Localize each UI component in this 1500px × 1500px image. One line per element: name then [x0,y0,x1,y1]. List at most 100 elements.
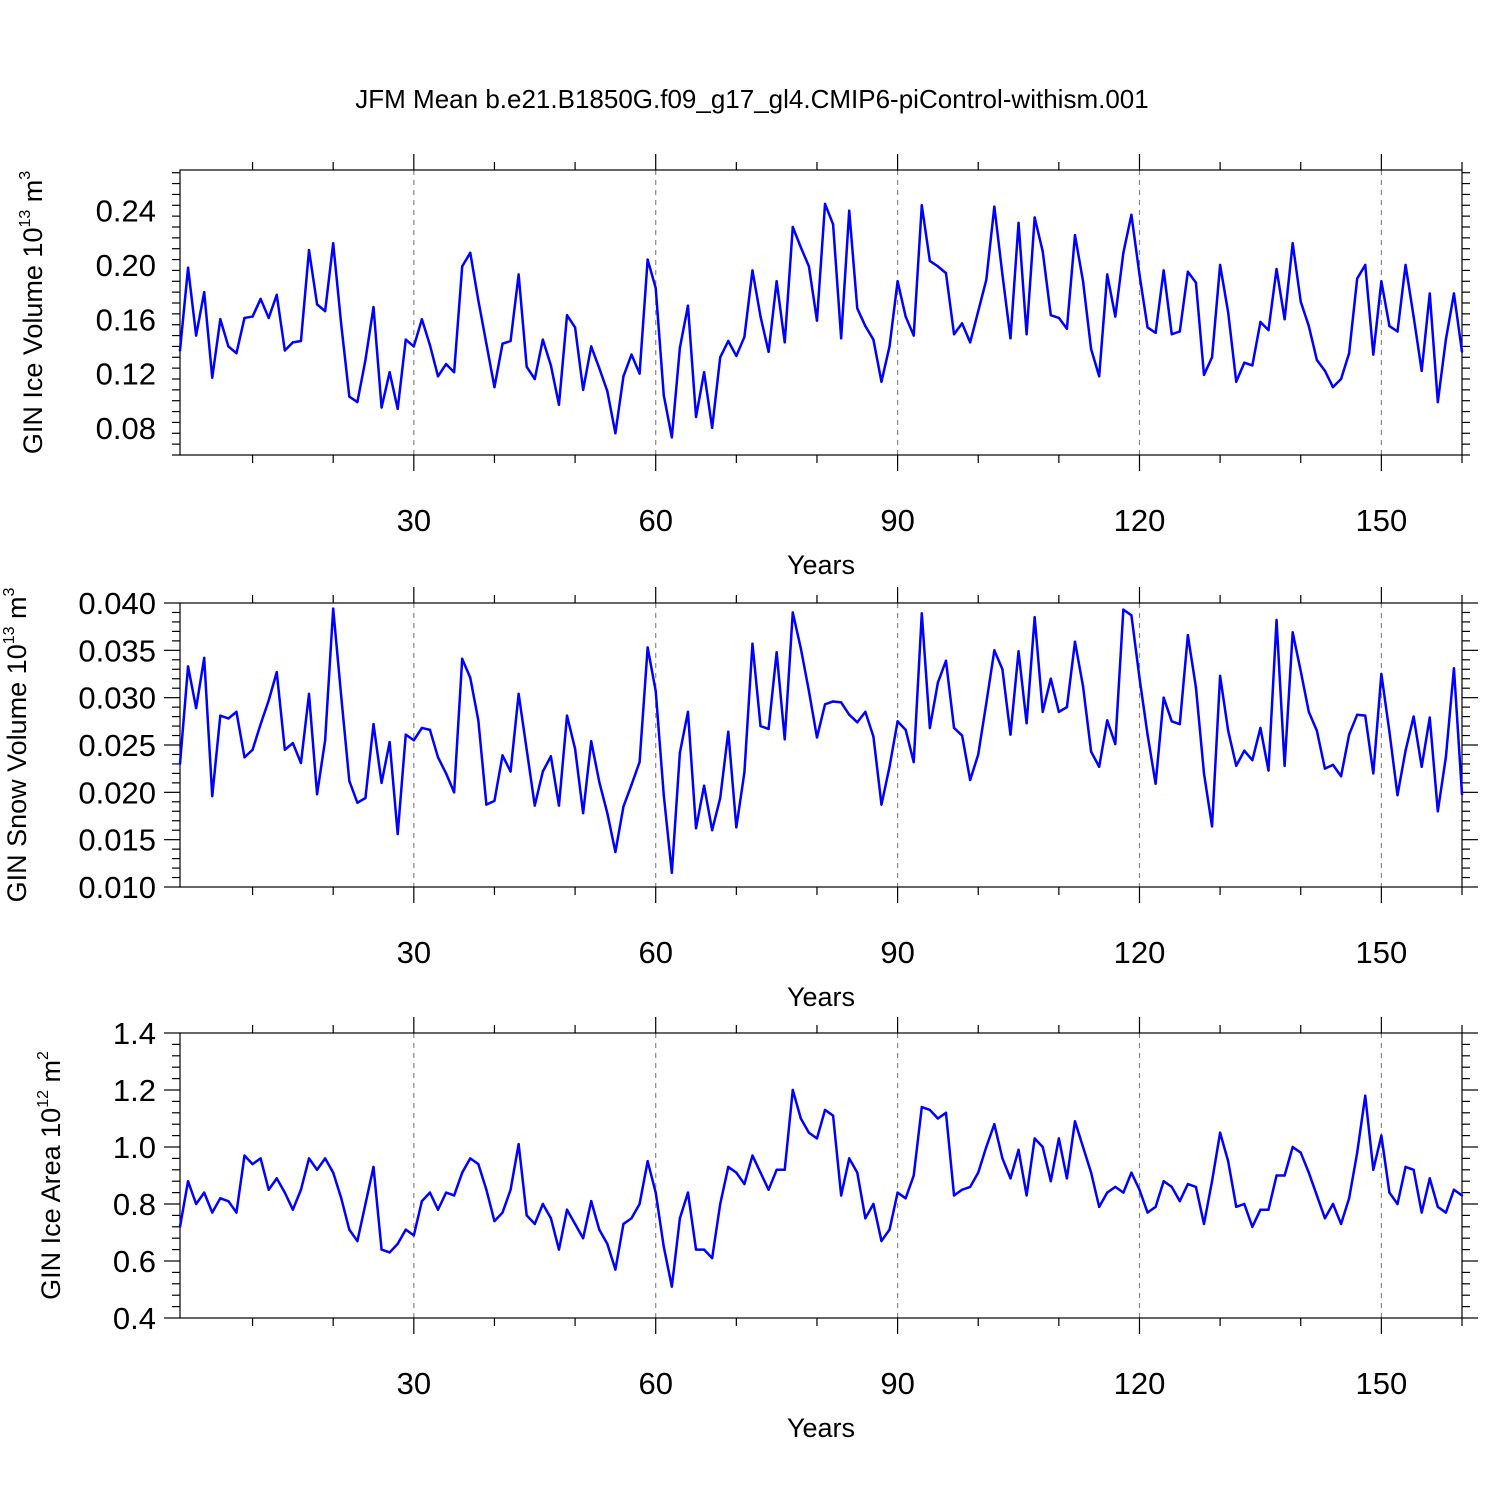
data-point [686,304,690,307]
data-point [968,1185,972,1189]
data-point [936,681,940,684]
data-point [928,1108,932,1112]
data-point [719,1202,722,1206]
data-point [1025,1194,1028,1197]
data-point [1299,1151,1302,1154]
y-axis-label-exponent: 13 [17,210,34,228]
data-point [1396,330,1399,333]
data-point [1170,1185,1173,1189]
data-point [1065,327,1069,330]
data-point [469,1157,472,1160]
data-point [275,1177,278,1180]
data-point [323,1157,327,1160]
data-point [372,1165,375,1169]
data-point [928,259,932,263]
data-point [1202,1222,1206,1226]
y-tick-label: 0.24 [96,194,156,229]
data-point [1146,326,1149,329]
data-point [194,334,198,337]
y-tick-label: 0.040 [78,586,156,621]
data-point [1380,280,1383,283]
data-point [541,1202,545,1206]
data-point [509,339,512,343]
data-point [638,1202,641,1206]
data-point [759,1171,762,1174]
data-point [1267,328,1270,332]
data-point [912,760,915,764]
data-point [477,299,480,302]
data-point [557,1248,561,1251]
data-point [1380,1134,1383,1137]
series-line-2 [178,607,1464,875]
data-point [348,779,351,783]
data-point [727,339,730,343]
data-point [815,1137,819,1140]
data-point [1420,369,1423,373]
data-point [1073,640,1077,644]
data-point [1017,1148,1020,1152]
data-point [525,365,528,368]
data-point [1412,715,1415,718]
y-axis-label-exponent: 12 [35,1090,52,1108]
y-tick-label: 0.12 [96,357,156,392]
data-point [1138,273,1141,276]
data-point [735,1171,738,1174]
data-point [985,278,988,282]
data-point [662,793,665,797]
y-axis-label-unit: m [2,596,32,626]
data-point [461,1171,464,1174]
data-point [340,1197,343,1200]
data-point [452,371,456,374]
data-point [202,656,206,660]
data-point [1178,722,1182,726]
data-point [1097,765,1101,768]
data-point [283,1191,287,1194]
data-point [710,426,714,430]
data-point [1009,733,1012,736]
data-point [388,371,391,374]
data-point [1436,400,1440,404]
data-point [1130,1171,1133,1174]
data-point [1275,1174,1278,1177]
data-point [1404,749,1407,752]
data-point [380,406,383,409]
data-point [880,1239,883,1243]
data-point [299,1188,303,1191]
data-point [1057,316,1061,320]
data-point [1339,1222,1343,1226]
data-point [541,338,545,341]
data-point [1089,750,1093,753]
y-axis-label-unit-exponent: 2 [35,1051,52,1060]
data-point [1001,273,1004,276]
x-tick-label: 90 [880,503,914,538]
data-point [331,607,335,610]
data-point [944,271,948,275]
data-point [259,297,262,301]
data-point [1218,674,1222,678]
data-point [678,1217,682,1220]
data-point [1291,242,1294,245]
data-point [694,415,698,419]
data-point [646,1160,649,1163]
data-point [1146,1211,1149,1214]
x-tick-label: 30 [397,503,431,538]
data-point [1210,1180,1214,1183]
y-tick-label: 0.8 [113,1187,156,1222]
data-point [952,1194,956,1197]
data-point [517,273,520,276]
data-point [1323,767,1327,770]
data-point [928,726,932,730]
y-tick-label: 0.16 [96,302,156,337]
data-point [348,1228,351,1231]
series-line-1 [178,202,1464,439]
data-point [856,307,859,310]
data-point [444,772,448,775]
data-point [1202,373,1206,377]
data-point [469,251,472,254]
data-point [202,290,206,294]
data-point [759,724,762,728]
data-point [307,248,311,252]
data-point [799,647,803,650]
data-point [581,811,585,815]
data-point [807,689,811,693]
